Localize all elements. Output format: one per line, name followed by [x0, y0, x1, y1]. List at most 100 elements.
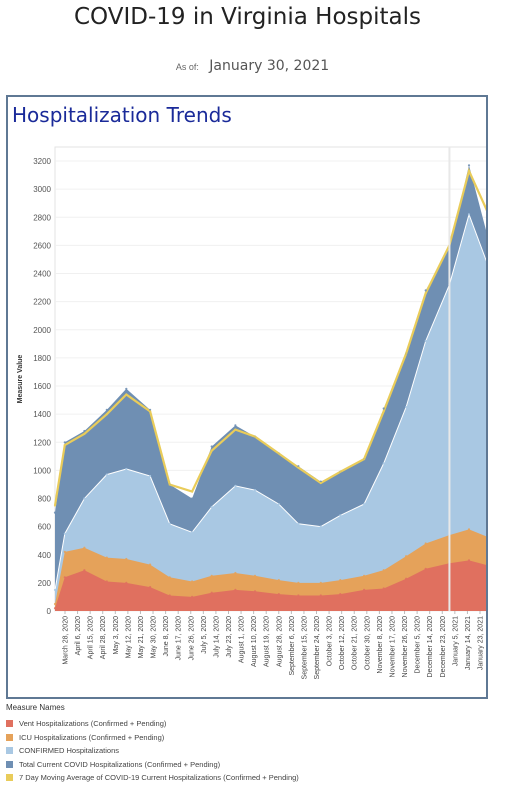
x-tick-label: January 5, 2021: [452, 616, 459, 666]
data-point: [319, 581, 322, 584]
legend-label: 7 Day Moving Average of COVID-19 Current…: [19, 773, 299, 783]
legend-item[interactable]: 7 Day Moving Average of COVID-19 Current…: [6, 771, 501, 785]
x-tick-label: July 14, 2020: [213, 616, 220, 658]
data-point: [467, 169, 471, 172]
y-tick-label: 2600: [33, 241, 51, 250]
data-point: [210, 574, 213, 577]
data-point: [363, 503, 366, 506]
panel-title: Hospitalization Trends: [12, 103, 232, 127]
data-point: [83, 546, 86, 549]
x-tick-label: October 12, 2020: [339, 616, 346, 670]
data-point: [234, 428, 237, 431]
data-point: [297, 594, 300, 597]
x-tick-label: April 28, 2020: [100, 616, 107, 659]
data-point: [405, 406, 408, 409]
data-point: [339, 579, 342, 582]
data-point: [125, 557, 128, 561]
area-vent-hospitalizations: [55, 560, 486, 611]
data-point: [234, 588, 237, 591]
data-point: [210, 445, 213, 448]
data-point: [191, 490, 194, 493]
x-tick-label: August 10, 2020: [251, 616, 258, 667]
data-point: [105, 556, 108, 559]
x-tick-label: May 12, 2020: [125, 616, 132, 659]
x-tick-label: August 28, 2020: [276, 616, 283, 667]
data-point: [277, 593, 280, 596]
y-tick-label: 1200: [33, 438, 51, 447]
legend-item[interactable]: Vent Hospitalizations (Confirmed + Pendi…: [6, 717, 501, 731]
data-point: [467, 164, 471, 167]
data-point: [125, 467, 128, 471]
x-tick-label: November 8, 2020: [377, 616, 384, 674]
data-point: [382, 410, 385, 413]
y-tick-label: 0: [47, 607, 52, 616]
x-tick-label: April 15, 2020: [88, 616, 95, 659]
x-tick-label: August 1, 2020: [239, 616, 246, 663]
x-tick-label: May 21, 2020: [138, 616, 145, 659]
data-point: [424, 292, 427, 295]
legend-item[interactable]: ICU Hospitalizations (Confirmed + Pendin…: [6, 731, 501, 745]
data-point: [339, 593, 342, 596]
data-point: [277, 579, 280, 582]
data-point: [83, 429, 86, 433]
data-point: [319, 594, 322, 597]
data-point: [105, 473, 108, 476]
hospitalization-chart[interactable]: 0 200 400 600 800 1000 1200 1400 1600 1800 2000 220…: [8, 97, 486, 697]
legend: Measure Names Vent Hospitalizations (Con…: [6, 703, 501, 785]
data-point: [382, 569, 385, 572]
data-point: [63, 532, 66, 535]
data-point: [363, 588, 366, 591]
y-tick-label: 400: [38, 551, 52, 560]
x-tick-label: July 5, 2020: [201, 616, 208, 654]
x-tick-label: January 14, 2021: [465, 616, 472, 670]
data-point: [277, 452, 280, 455]
x-tick-label: May 30, 2020: [151, 616, 158, 659]
x-tick-label: March 28, 2020: [63, 616, 70, 665]
data-point: [382, 462, 385, 465]
data-point: [149, 410, 152, 413]
as-of-row: As of: January 30, 2021: [0, 57, 505, 75]
x-tick-label: October 3, 2020: [327, 616, 334, 666]
data-point: [83, 569, 86, 572]
confirmed-outline: [54, 212, 486, 590]
legend-swatch: [6, 733, 13, 741]
y-tick-label: 800: [38, 495, 52, 504]
hospitalization-trends-panel: Hospitalization Trends 0 200 400 600 800 1000…: [6, 95, 488, 699]
y-tick-label: 1400: [33, 410, 51, 419]
data-point: [319, 525, 322, 528]
data-point: [382, 407, 385, 410]
data-point: [168, 594, 171, 597]
data-point: [63, 576, 66, 579]
data-point: [53, 511, 57, 514]
x-tick-label: December 5, 2020: [415, 616, 422, 674]
data-point: [424, 339, 427, 343]
legend-label: CONFIRMED Hospitalizations: [19, 746, 120, 756]
x-tick-label: September 6, 2020: [289, 616, 296, 676]
data-point: [253, 435, 257, 438]
as-of-label: As of:: [175, 62, 199, 72]
legend-label: Total Current COVID Hospitalizations (Co…: [19, 759, 221, 769]
data-point: [277, 503, 280, 506]
data-point: [253, 574, 257, 577]
legend-swatch: [6, 720, 13, 728]
data-point: [191, 497, 194, 500]
y-tick-label: 2400: [33, 270, 51, 279]
legend-item[interactable]: CONFIRMED Hospitalizations: [6, 744, 501, 758]
data-point: [105, 408, 108, 411]
data-point: [467, 528, 471, 531]
x-tick-label: September 24, 2020: [314, 616, 321, 680]
data-point: [424, 567, 427, 570]
data-point: [363, 574, 366, 577]
data-point: [210, 449, 213, 452]
data-point: [149, 563, 152, 566]
data-point: [53, 588, 57, 591]
data-point: [363, 458, 366, 461]
data-point: [63, 444, 66, 447]
legend-label: ICU Hospitalizations (Confirmed + Pendin…: [19, 732, 165, 742]
data-point: [297, 466, 300, 469]
data-point: [424, 289, 427, 292]
legend-title: Measure Names: [6, 703, 65, 712]
legend-item[interactable]: Total Current COVID Hospitalizations (Co…: [6, 758, 501, 772]
data-point: [168, 522, 171, 525]
data-point: [339, 470, 342, 473]
